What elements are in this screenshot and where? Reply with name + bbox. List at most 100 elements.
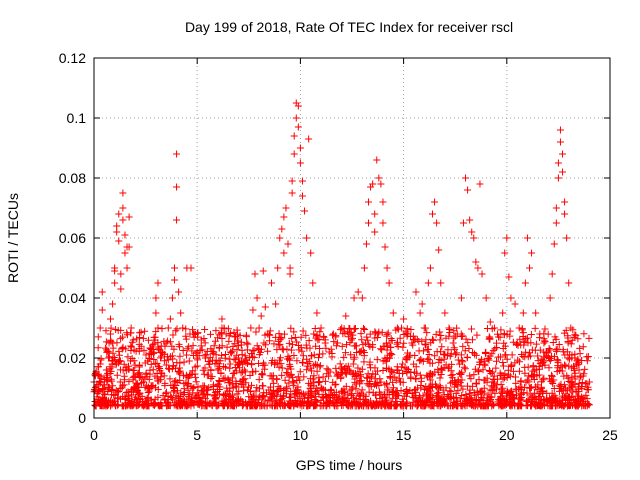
data-point — [435, 395, 443, 403]
data-point — [477, 356, 485, 364]
data-point — [259, 382, 267, 390]
data-point — [424, 279, 432, 287]
data-point — [255, 346, 263, 354]
data-point — [466, 386, 474, 394]
data-point — [365, 341, 373, 349]
data-point — [254, 345, 262, 353]
data-point — [383, 386, 391, 394]
data-point — [131, 361, 139, 369]
data-point — [175, 288, 183, 296]
data-point — [436, 382, 444, 390]
data-point — [184, 392, 192, 400]
data-point — [565, 362, 573, 370]
data-point — [528, 249, 536, 257]
data-point — [237, 381, 245, 389]
data-point — [320, 400, 328, 408]
data-point — [512, 373, 520, 381]
data-point — [548, 270, 556, 278]
data-point — [556, 366, 564, 374]
data-point — [426, 359, 434, 367]
data-point — [367, 364, 375, 372]
data-point — [550, 240, 558, 248]
data-point — [284, 401, 292, 409]
data-point — [342, 370, 350, 378]
data-point — [489, 401, 497, 409]
data-point — [310, 378, 318, 386]
data-point — [257, 312, 265, 320]
data-point — [281, 400, 289, 408]
data-point — [579, 343, 587, 351]
data-point — [222, 351, 230, 359]
data-point — [183, 373, 191, 381]
data-point — [472, 351, 480, 359]
data-point — [534, 381, 542, 389]
data-point — [150, 356, 158, 364]
data-point — [472, 396, 480, 404]
data-point — [527, 330, 535, 338]
data-point — [426, 264, 434, 272]
data-point — [195, 391, 203, 399]
data-point — [251, 398, 259, 406]
data-point — [416, 309, 424, 317]
data-point — [481, 349, 489, 357]
data-point — [237, 338, 245, 346]
data-point — [375, 174, 383, 182]
data-point — [222, 330, 230, 338]
data-point — [398, 324, 406, 332]
data-point — [461, 365, 469, 373]
data-point — [207, 366, 215, 374]
data-point — [369, 180, 377, 188]
data-point — [315, 378, 323, 386]
data-point — [172, 394, 180, 402]
data-point — [252, 328, 260, 336]
data-point — [280, 330, 288, 338]
data-point — [131, 372, 139, 380]
data-point — [509, 367, 517, 375]
data-point — [185, 343, 193, 351]
data-point — [459, 385, 467, 393]
data-point — [376, 375, 384, 383]
data-point — [270, 392, 278, 400]
data-point — [290, 150, 298, 158]
data-point — [191, 393, 199, 401]
data-point — [581, 365, 589, 373]
data-point — [109, 382, 117, 390]
data-point — [554, 362, 562, 370]
data-point — [164, 324, 172, 332]
data-point — [105, 353, 113, 361]
data-point — [479, 366, 487, 374]
data-point — [117, 326, 125, 334]
data-point — [486, 386, 494, 394]
data-point — [239, 398, 247, 406]
data-point — [290, 328, 298, 336]
data-point — [158, 348, 166, 356]
data-point — [434, 366, 442, 374]
data-point — [437, 356, 445, 364]
data-point — [225, 355, 233, 363]
data-point — [585, 334, 593, 342]
data-point — [396, 378, 404, 386]
data-point — [499, 344, 507, 352]
data-point — [414, 397, 422, 405]
data-point — [499, 358, 507, 366]
data-point — [399, 395, 407, 403]
data-point — [545, 355, 553, 363]
data-point — [270, 379, 278, 387]
data-point — [360, 264, 368, 272]
data-point — [225, 337, 233, 345]
data-point — [193, 348, 201, 356]
data-point — [323, 365, 331, 373]
data-point — [118, 345, 126, 353]
data-point — [489, 347, 497, 355]
data-point — [485, 333, 493, 341]
data-point — [520, 338, 528, 346]
data-point — [226, 398, 234, 406]
data-point — [508, 387, 516, 395]
data-point — [360, 348, 368, 356]
data-point — [294, 123, 302, 131]
data-point — [366, 330, 374, 338]
data-point — [379, 367, 387, 375]
data-point — [398, 360, 406, 368]
data-point — [180, 358, 188, 366]
data-point — [384, 329, 392, 337]
